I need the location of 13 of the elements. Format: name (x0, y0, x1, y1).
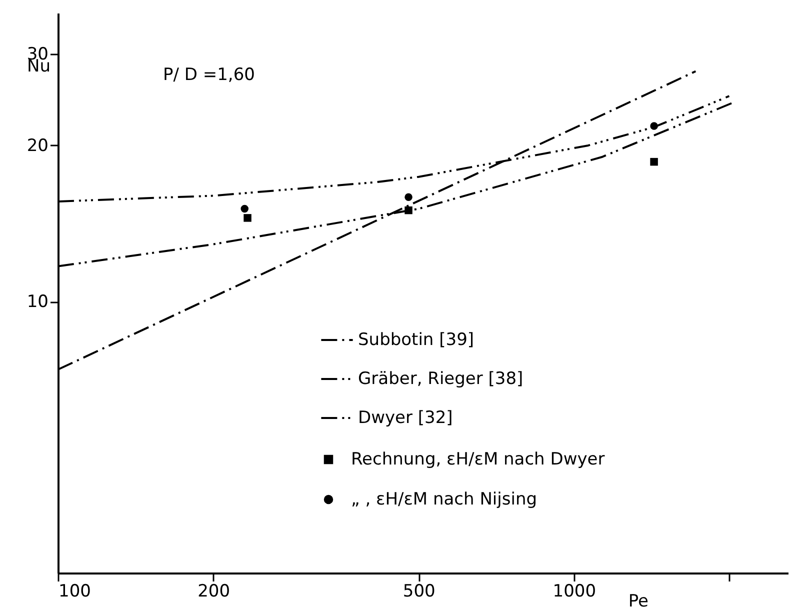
legend-label: „ , εH/εM nach Nijsing (351, 490, 538, 510)
legend-label: Gräber, Rieger [38] (358, 369, 524, 389)
legend-label: Dwyer [32] (358, 408, 453, 428)
x-tick-label: 1000 (552, 582, 596, 602)
annotation: P/ D =1,60 (163, 65, 255, 85)
x-axis-title: Pe (628, 592, 648, 612)
y-tick-label: 10 (26, 292, 48, 312)
x-tick-label: 500 (402, 582, 436, 602)
x-tick-label: 200 (198, 582, 230, 602)
y-tick-label: 20 (26, 136, 48, 156)
legend-label: Subbotin [39] (358, 330, 474, 350)
legend-label: Rechnung, εH/εM nach Dwyer (351, 450, 605, 470)
x-tick-label: 100 (58, 582, 91, 602)
